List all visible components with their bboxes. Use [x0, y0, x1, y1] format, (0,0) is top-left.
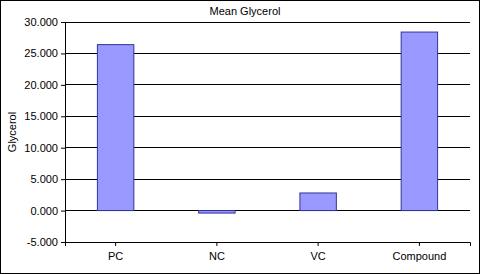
x-tick-mark — [216, 242, 217, 246]
bar — [401, 32, 437, 211]
x-tick-mark — [318, 242, 319, 246]
y-tick: 0.000 — [30, 205, 65, 217]
y-tick: 20.000 — [24, 79, 65, 91]
x-tick-mark — [115, 242, 116, 246]
y-tick-mark — [61, 148, 65, 149]
x-tick-label: PC — [108, 250, 123, 262]
x-tick: Compound — [392, 242, 446, 262]
y-tick: -5.000 — [27, 236, 65, 248]
y-tick-mark — [61, 242, 65, 243]
y-tick: 30.000 — [24, 16, 65, 28]
title: Mean Glycerol — [210, 5, 281, 17]
y-tick: 5.000 — [30, 173, 65, 185]
x-tick-mark — [419, 242, 420, 246]
grid-line — [65, 22, 470, 23]
y-tick-label: 25.000 — [24, 47, 58, 59]
y-tick-mark — [61, 211, 65, 212]
y-tick-label: 30.000 — [24, 16, 58, 28]
x-tick: NC — [209, 242, 225, 262]
x-tick-label: VC — [310, 250, 325, 262]
x-tick: PC — [108, 242, 123, 262]
y-tick-mark — [61, 116, 65, 117]
y-axis: -5.000 0.000 5.000 10.000 15.000 20.000 25.000… — [24, 16, 65, 248]
bar — [97, 45, 133, 211]
x-tick-label: NC — [209, 250, 225, 262]
y-tick-mark — [61, 53, 65, 54]
y-tick-label: 0.000 — [30, 205, 58, 217]
x-axis: PC NC VC Compound — [66, 242, 471, 262]
plot: -5.000 0.000 5.000 10.000 15.000 20.000 25.000… — [24, 16, 470, 262]
plot-area — [65, 22, 470, 242]
y-tick-label: 15.000 — [24, 110, 58, 122]
y-tick-mark — [61, 22, 65, 23]
y-axis-title: Glycerol — [6, 112, 18, 152]
chart-border — [1, 1, 480, 274]
y-tick-label: 20.000 — [24, 79, 58, 91]
y-axis-line — [61, 23, 66, 243]
bars — [97, 32, 437, 213]
bar — [300, 193, 336, 211]
x-tick-label: Compound — [392, 250, 446, 262]
y-tick-label: 10.000 — [24, 142, 58, 154]
y-tick-label: -5.000 — [27, 236, 58, 248]
x-axis-line — [66, 243, 471, 247]
y-tick: 25.000 — [24, 47, 65, 59]
y-tick-label: 5.000 — [30, 173, 58, 185]
y-tick-mark — [61, 179, 65, 180]
y-tick: 15.000 — [24, 110, 65, 122]
grid — [65, 22, 470, 242]
chart: -5.000 0.000 5.000 10.000 15.000 20.000 25.000… — [0, 0, 480, 274]
bar — [199, 211, 235, 214]
y-tick: 10.000 — [24, 142, 65, 154]
x-tick: VC — [310, 242, 325, 262]
y-tick-mark — [61, 85, 65, 86]
